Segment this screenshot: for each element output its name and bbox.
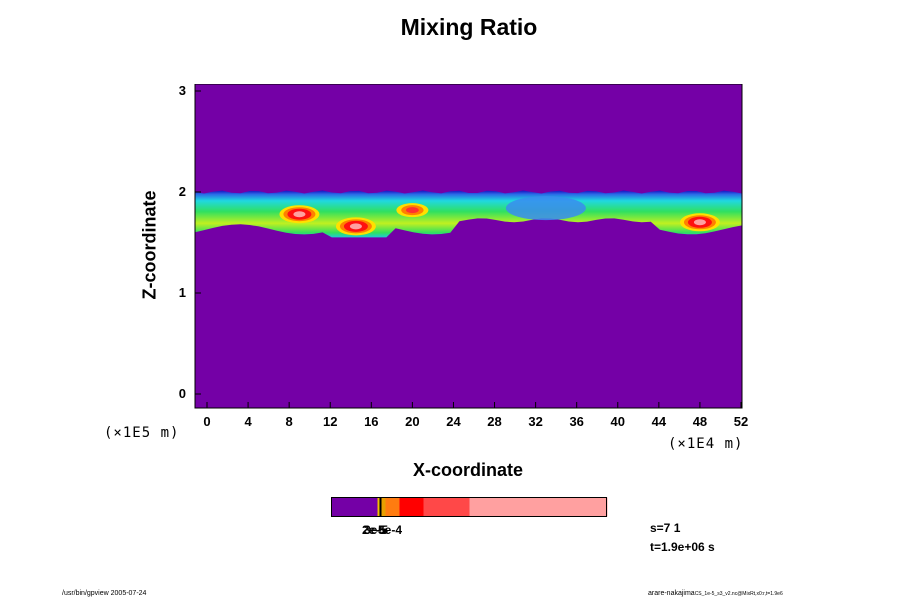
y-tick-label: 2 <box>178 184 186 199</box>
x-tick-label: 0 <box>203 414 211 429</box>
y-axis-label: Z-coordinate <box>139 190 160 300</box>
x-axis-label: X-coordinate <box>412 460 524 480</box>
y-tick-label: 0 <box>178 386 186 401</box>
x-tick-label: 40 <box>610 414 625 429</box>
step-info: s=7 1 <box>650 521 681 535</box>
x-tick-label: 52 <box>733 414 749 429</box>
x-tick-label: 16 <box>364 414 379 429</box>
x-tick-label: 36 <box>569 414 584 429</box>
hot-spot <box>349 223 362 230</box>
colorbar-cell <box>399 497 424 517</box>
x-tick-label: 44 <box>651 414 667 429</box>
time-info: t=1.9e+06 s <box>650 540 715 554</box>
colorbar-cell <box>379 497 382 517</box>
colorbar-cell <box>377 497 380 517</box>
footer-author: arare-nakajima <box>648 590 695 597</box>
y-tick-label: 3 <box>178 83 186 98</box>
colorbar-cell <box>381 497 386 517</box>
y-scale-label: (×1E5 m) <box>104 425 180 441</box>
hot-spot <box>693 219 706 226</box>
chart-title: Mixing Ratio <box>400 14 538 40</box>
x-tick-label: 4 <box>244 414 252 429</box>
x-tick-label: 20 <box>405 414 420 429</box>
colorbar-label: 2e-5 <box>362 523 387 537</box>
hot-spot <box>293 211 306 218</box>
x-tick-label: 24 <box>446 414 461 429</box>
plot-area <box>194 84 743 409</box>
colorbar <box>331 497 608 517</box>
plot-frame <box>194 84 743 409</box>
x-tick-label: 32 <box>528 414 543 429</box>
hot-spot <box>405 207 419 214</box>
x-scale-label: (×1E4 m) <box>668 436 744 452</box>
colorbar-cell <box>423 497 470 517</box>
colorbar-cell <box>385 497 400 517</box>
colorbar-cell <box>469 497 608 517</box>
footer-left: /usr/bin/gpview 2005-07-24 <box>62 590 147 597</box>
x-tick-label: 12 <box>322 414 338 429</box>
mixed-layer <box>195 190 742 238</box>
colorbar-label: 5e-4 <box>378 523 403 537</box>
y-tick-label: 1 <box>178 285 186 300</box>
colorbar-cell <box>331 497 378 517</box>
x-tick-label: 28 <box>487 414 502 429</box>
x-tick-label: 48 <box>692 414 708 429</box>
x-tick-label: 8 <box>285 414 293 429</box>
footer-right: arare-nakajimaCS_1e-5_s3_v2.nc@MixRt,x0:… <box>648 590 783 597</box>
low-concentration-zone <box>505 196 586 221</box>
plot-background <box>195 84 742 408</box>
footer-file: CS_1e-5_s3_v2.nc@MixRt,x0:r,t=1.9e6 <box>694 591 783 597</box>
colorbar-label: 3e-5 <box>364 523 389 537</box>
